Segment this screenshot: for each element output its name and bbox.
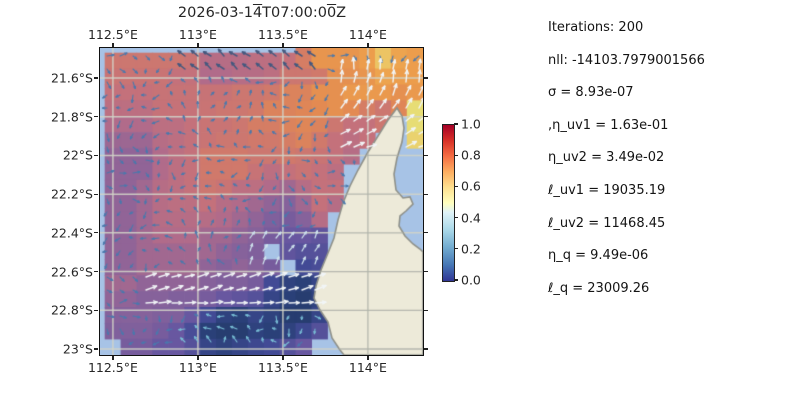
title-segment: T07:00:0	[262, 5, 327, 21]
stat-line: ,η_uv1 = 1.63e-01	[548, 117, 669, 133]
x-tick-label-bottom: 112.5°E	[87, 360, 138, 375]
x-tick-label-bottom: 114°E	[348, 360, 387, 375]
map-canvas	[100, 48, 423, 355]
y-tick-mark	[424, 116, 428, 118]
colorbar-tick-mark	[454, 248, 458, 250]
colorbar-tick-mark	[454, 279, 458, 281]
stat-line: Iterations: 200	[548, 20, 644, 35]
colorbar-tick-label: 0.6	[461, 178, 481, 194]
y-tick-label: 21.6°S	[50, 70, 93, 86]
y-tick-mark	[424, 77, 428, 79]
title-segment: Z	[336, 5, 347, 21]
colorbar-tick-mark	[454, 123, 458, 125]
stat-line: ℓ_uv1 = 19035.19	[548, 183, 666, 198]
y-tick-label: 21.8°S	[50, 109, 93, 125]
colorbar-tick-label: 0.8	[461, 147, 481, 163]
colorbar-tick-label: 0.4	[461, 210, 481, 226]
x-tick-mark	[197, 43, 199, 47]
map-panel	[99, 47, 424, 356]
x-tick-mark	[367, 43, 369, 47]
y-tick-mark	[424, 232, 428, 234]
y-tick-mark	[94, 348, 98, 350]
y-tick-mark	[424, 193, 428, 195]
title-segment: 2026-03-1	[177, 5, 253, 21]
x-tick-label-bottom: 113°E	[178, 360, 217, 375]
x-tick-mark	[282, 43, 284, 47]
y-tick-mark	[94, 309, 98, 311]
y-tick-label: 23°S	[62, 341, 93, 357]
colorbar-tick-label: 0.0	[461, 272, 481, 288]
stat-line: η_q = 9.49e-06	[548, 248, 649, 264]
x-tick-label-top: 112.5°E	[87, 27, 138, 42]
y-tick-label: 22°S	[62, 147, 93, 163]
y-tick-mark	[94, 232, 98, 234]
x-tick-label-top: 113.5°E	[257, 27, 308, 42]
stat-line: nll: -14103.7979001566	[548, 52, 705, 68]
stat-line: η_uv2 = 3.49e-02	[548, 150, 665, 166]
x-tick-mark	[197, 356, 199, 360]
y-tick-mark	[424, 154, 428, 157]
y-tick-label: 22.6°S	[50, 264, 93, 280]
y-tick-mark	[94, 116, 98, 118]
x-tick-label-top: 113°E	[178, 27, 217, 42]
colorbar	[442, 124, 455, 282]
x-tick-label-bottom: 113.5°E	[257, 360, 308, 375]
y-tick-mark	[94, 154, 98, 157]
title-segment: 4	[252, 5, 263, 21]
y-tick-mark	[424, 270, 428, 273]
x-tick-mark	[112, 356, 114, 360]
y-tick-label: 22.8°S	[50, 302, 93, 318]
y-tick-mark	[94, 193, 98, 195]
colorbar-tick-mark	[454, 217, 458, 219]
stat-line: ℓ_q = 23009.26	[548, 280, 650, 296]
y-tick-mark	[94, 270, 98, 273]
y-tick-mark	[94, 77, 98, 79]
y-tick-label: 22.2°S	[50, 186, 93, 202]
y-tick-mark	[424, 348, 428, 350]
y-tick-mark	[424, 309, 428, 311]
colorbar-tick-label: 1.0	[461, 116, 481, 132]
colorbar-tick-mark	[454, 154, 458, 156]
x-tick-mark	[282, 356, 284, 360]
title-segment: 0	[326, 5, 337, 21]
stat-line: ℓ_uv2 = 11468.45	[548, 215, 666, 231]
y-tick-label: 22.4°S	[50, 225, 93, 241]
x-tick-mark	[112, 43, 114, 47]
plot-title: 2026-03-14T07:00:00Z	[100, 5, 424, 21]
stat-line: σ = 8.93e-07	[548, 85, 634, 101]
x-tick-mark	[367, 356, 369, 360]
x-tick-label-top: 114°E	[348, 27, 387, 42]
colorbar-tick-mark	[454, 185, 458, 187]
colorbar-tick-label: 0.2	[461, 241, 481, 257]
